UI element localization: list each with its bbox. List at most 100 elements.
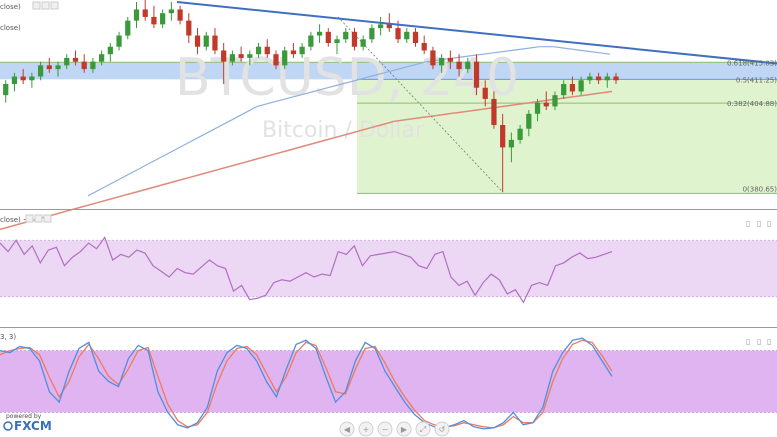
candle-19 xyxy=(160,9,166,29)
zoom-out-button[interactable]: − xyxy=(377,421,393,437)
candle-25 xyxy=(212,28,218,55)
candle-body xyxy=(142,9,148,17)
scroll-right-button[interactable]: ▶ xyxy=(396,421,412,437)
candle-body xyxy=(500,125,506,148)
candle-body xyxy=(99,54,105,62)
candle-body xyxy=(255,46,262,55)
sma-long-path xyxy=(0,90,613,231)
candle-56 xyxy=(482,80,488,107)
descending-trendline[interactable] xyxy=(176,1,777,65)
stoch-pane-label: 3, 3) xyxy=(0,333,16,341)
stoch-pane-down-icon[interactable]: ▯ xyxy=(757,337,761,346)
pane-close-icon[interactable] xyxy=(50,1,59,10)
candle-36 xyxy=(308,31,314,51)
candle-body xyxy=(90,61,96,70)
candle-50 xyxy=(430,46,436,70)
rsi-settings-icon[interactable] xyxy=(25,214,34,223)
candle-33 xyxy=(282,46,288,70)
candle-body xyxy=(377,24,384,29)
reset-button[interactable]: ↺ xyxy=(434,421,450,437)
candle-8 xyxy=(64,54,70,70)
candle-body xyxy=(561,84,567,96)
scroll-left-icon[interactable] xyxy=(339,421,355,437)
price-pane-buttons[interactable] xyxy=(32,1,59,10)
candle-22 xyxy=(186,13,192,43)
candle-34 xyxy=(290,43,297,58)
fullscreen-button[interactable]: ⤢ xyxy=(415,421,431,437)
sma-short-line xyxy=(87,46,611,197)
candle-65 xyxy=(561,80,567,99)
reset-icon[interactable] xyxy=(434,421,450,437)
candle-5 xyxy=(37,61,44,81)
stoch-k-line xyxy=(0,337,613,430)
zoom-in-icon-glyph: + xyxy=(363,425,370,434)
zoom-in-button[interactable]: + xyxy=(358,421,374,437)
candle-body xyxy=(412,31,419,43)
candle-21 xyxy=(177,5,183,25)
candle-body xyxy=(587,76,593,81)
candle-body xyxy=(482,87,488,99)
candle-7 xyxy=(55,61,61,77)
scroll-right-icon[interactable] xyxy=(396,421,412,437)
zoom-out-icon[interactable] xyxy=(377,421,393,437)
stoch-pane[interactable]: 3, 3) ▯ ▯ ▯ xyxy=(0,333,777,430)
candle-67 xyxy=(578,76,584,96)
stoch-band xyxy=(0,350,777,413)
brand-name: FXCM xyxy=(14,419,52,433)
candle-body xyxy=(517,128,523,140)
stoch-pane-up-icon[interactable]: ▯ xyxy=(746,337,750,346)
candle-body xyxy=(316,31,323,36)
candle-body xyxy=(404,31,410,40)
candle-body xyxy=(421,43,427,51)
candle-23 xyxy=(194,28,201,55)
candlestick-series xyxy=(3,0,619,193)
pane-settings-icon[interactable] xyxy=(32,1,41,10)
rsi-pane-up-icon[interactable]: ▯ xyxy=(746,219,750,228)
candle-31 xyxy=(264,39,270,58)
fib-zone-lower xyxy=(357,79,777,194)
candle-54 xyxy=(465,57,471,73)
rsi-hide-icon[interactable] xyxy=(34,214,43,223)
candle-body xyxy=(247,54,253,58)
pane-hide-icon[interactable] xyxy=(41,1,50,10)
rsi-pane-down-icon[interactable]: ▯ xyxy=(757,219,761,228)
stoch-pane-close-icon[interactable]: ▯ xyxy=(767,337,771,346)
fullscreen-icon[interactable] xyxy=(415,421,431,437)
candle-body xyxy=(264,46,270,55)
candle-body xyxy=(107,46,113,55)
fullscreen-icon-glyph: ⤢ xyxy=(419,425,426,434)
stoch-band-lines xyxy=(0,350,777,413)
scroll-left-button[interactable]: ◀ xyxy=(339,421,355,437)
candle-47 xyxy=(404,28,410,43)
price-pane-label: close) xyxy=(0,3,21,11)
price-pane[interactable]: BTCUSD, 240 Bitcoin / Dollar 0.618(415.8… xyxy=(0,0,777,231)
candle-body xyxy=(343,31,349,40)
candle-body xyxy=(595,76,602,81)
candle-body xyxy=(229,54,236,62)
candle-body xyxy=(168,9,174,14)
candle-17 xyxy=(142,0,148,21)
zoom-in-icon[interactable] xyxy=(358,421,374,437)
brand-mark-icon xyxy=(3,421,13,431)
candle-body xyxy=(578,80,584,92)
candle-body xyxy=(37,65,44,77)
candle-body xyxy=(212,35,218,51)
rsi-pane[interactable]: close) ~ ▯ ▯ ▯ xyxy=(0,214,777,328)
candle-58 xyxy=(500,113,506,193)
candle-body xyxy=(569,84,576,92)
candle-24 xyxy=(203,31,209,51)
rsi-close-icon[interactable] xyxy=(43,214,52,223)
candle-51 xyxy=(439,54,445,73)
price-pane-label-2: close) xyxy=(0,24,21,32)
rsi-pane-close-icon[interactable]: ▯ xyxy=(767,219,771,228)
stoch-k-path xyxy=(0,337,613,430)
watermark-name: Bitcoin / Dollar xyxy=(262,118,425,143)
candle-body xyxy=(543,102,549,107)
scroll-right-icon-glyph: ▶ xyxy=(401,425,408,434)
chart-controls[interactable]: ◀ + − ▶ ⤢ ↺ xyxy=(339,421,450,437)
candle-37 xyxy=(316,24,323,43)
candle-55 xyxy=(473,54,480,96)
candle-body xyxy=(308,35,314,47)
rsi-pane-label: close) ~ xyxy=(0,216,29,224)
